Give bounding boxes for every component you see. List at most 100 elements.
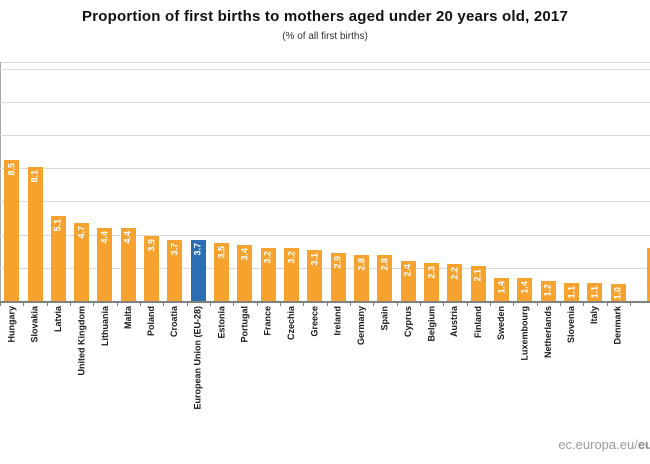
bar-hungary [4,159,20,301]
axis-tick [69,302,71,306]
bar-belgium [424,262,440,301]
bar-value-label-belgium: 2.3 [426,265,437,279]
x-label-germany: Germany [356,306,367,346]
bar-united-kingdom [74,222,90,301]
bar-sweden [494,277,510,301]
x-label-croatia: Croatia [169,306,180,338]
gridline [0,201,650,203]
bar-value-label-poland: 3.9 [146,239,157,252]
chart-title: Proportion of first births to mothers ag… [82,8,568,25]
x-label-greece: Greece [309,306,320,337]
x-label-slovakia: Slovakia [29,306,40,343]
axis-tick [209,302,211,306]
bar-austria [447,264,463,301]
bar-latvia [50,216,66,301]
x-label-belgium: Belgium [426,306,437,342]
axis-tick [466,302,468,306]
bar-value-label-france: 3.2 [262,250,273,264]
x-label-italy: Italy [589,306,600,325]
axis-tick [186,302,188,306]
bar-value-label-hungary: 8.5 [6,162,17,176]
bar-greece [307,249,323,301]
gridline [0,135,650,137]
x-label-netherlands: Netherlands [542,306,553,359]
axis-tick [396,302,398,306]
bar-value-label-spain: 2.8 [379,257,390,271]
x-label-portugal: Portugal [239,306,250,343]
bar-spain [377,254,393,301]
axis-tick [139,302,141,306]
x-label-poland: Poland [146,306,157,337]
bar-portugal [237,244,253,301]
axis-tick [583,302,585,306]
bar-poland [144,236,160,301]
x-label-austria: Austria [449,306,460,338]
axis-tick [233,302,235,306]
bar-value-label-latvia: 5.1 [52,219,63,232]
bar-value-label-netherlands: 1.2 [542,284,553,297]
gridline [0,234,650,236]
bar-denmark [610,284,626,301]
axis-tick [419,302,421,306]
bar-value-label-portugal: 3.4 [239,247,250,261]
axis-tick [629,302,631,306]
bar-value-label-european-union-eu-28: 3.7 [192,242,203,256]
bar-value-label-italy: 1.1 [589,285,600,299]
x-label-sweden: Sweden [496,306,507,341]
axis-tick [163,302,165,306]
x-label-ireland: Ireland [332,306,343,336]
bar-malta [120,227,136,301]
bar-european-union-eu-28 [190,239,206,301]
chart-subtitle: (% of all first births) [282,31,368,42]
bar-netherlands [540,281,556,301]
axis-tick [326,302,328,306]
x-label-hungary: Hungary [6,306,17,343]
axis-tick [443,302,445,306]
x-axis-line [0,301,650,303]
gridline [0,68,650,70]
bar-value-label-slovakia: 8.1 [29,169,40,183]
x-label-spain: Spain [379,306,390,331]
x-label-estonia: Estonia [216,306,227,339]
x-label-malta: Malta [122,306,133,330]
bar-croatia [167,239,183,301]
axis-tick [349,302,351,306]
gridline [0,267,650,269]
bar-value-label-united-kingdom: 4.7 [76,225,87,239]
bar-value-label-lithuania: 4.4 [99,230,110,244]
bar-italy [587,282,603,301]
bar-partial-cropped [646,247,650,301]
bar-value-label-estonia: 3.5 [216,245,227,259]
axis-tick [279,302,281,306]
watermark: ec.europa.eu/eu [558,437,650,452]
bar-lithuania [97,227,113,301]
axis-tick [23,302,25,306]
bar-germany [354,254,370,301]
x-label-slovenia: Slovenia [566,306,577,344]
bar-value-label-germany: 2.8 [356,257,367,271]
x-label-luxembourg: Luxembourg [519,306,530,361]
axis-tick [513,302,515,306]
x-label-cyprus: Cyprus [402,306,413,338]
bar-value-label-sweden: 1.4 [496,280,507,294]
axis-tick [46,302,48,306]
bar-luxembourg [517,277,533,301]
bar-value-label-luxembourg: 1.4 [519,280,530,294]
y-axis-line [0,62,1,301]
bar-value-label-cyprus: 2.4 [402,264,413,277]
bar-value-label-croatia: 3.7 [169,242,180,256]
axis-tick [303,302,305,306]
bar-value-label-ireland: 2.9 [332,255,343,269]
bar-value-label-malta: 4.4 [122,230,133,244]
axis-tick [606,302,608,306]
watermark-prefix: ec.europa.eu/ [558,437,638,452]
bar-value-label-czechia: 3.2 [286,250,297,264]
bar-value-label-finland: 2.1 [472,269,483,282]
axis-tick [559,302,561,306]
watermark-bold-suffix: eu [637,437,650,452]
bar-value-label-slovenia: 1.1 [566,285,577,299]
bar-slovenia [564,282,580,301]
axis-tick [256,302,258,306]
